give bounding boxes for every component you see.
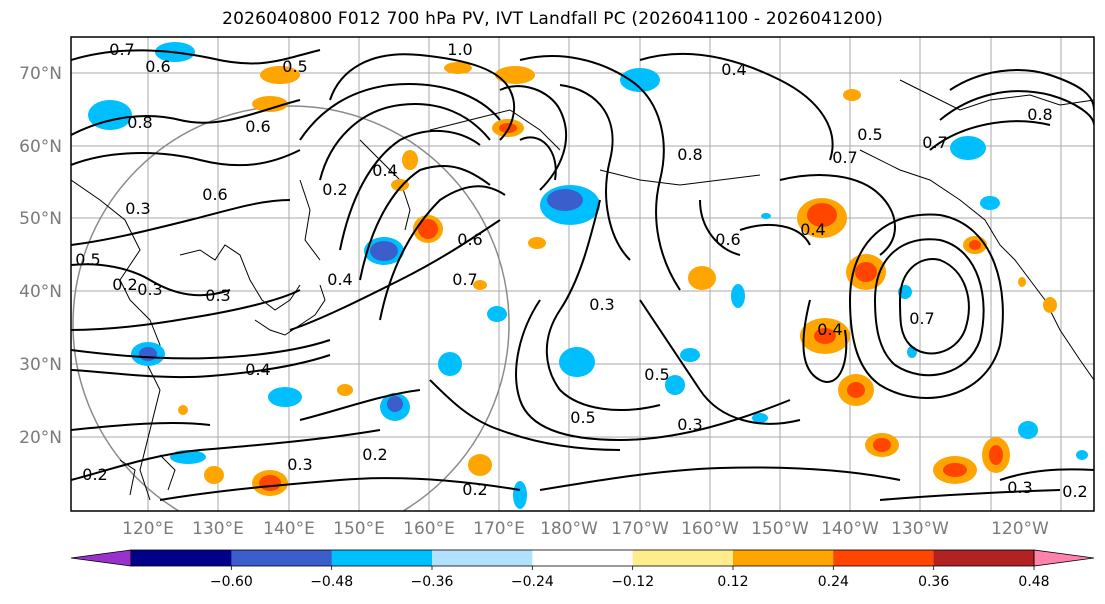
colorbar-bin [833,550,935,566]
chart-title: 2026040800 F012 700 hPa PV, IVT Landfall… [222,9,883,29]
colorbar [70,549,1095,567]
contour-label: 0.2 [82,465,107,484]
contour-label: 0.3 [205,286,230,305]
contour-label: 0.5 [570,408,595,427]
contour-label: 0.4 [327,270,352,289]
colorbar-bin [432,550,533,566]
contour-label: 0.2 [322,180,347,199]
lat-label: 20°N [19,428,62,448]
lon-label: 130°E [192,519,244,539]
contour-label: 0.6 [715,230,740,249]
lat-axis: 70°N 60°N 50°N 40°N 30°N 20°N [19,64,62,448]
contour-label: 0.3 [125,199,150,218]
colorbar-tick-label: −0.24 [511,574,554,590]
contour-label: 0.7 [832,148,857,167]
lon-label: 170°W [611,519,669,539]
colorbar-tick-label: −0.12 [611,574,654,590]
lat-label: 60°N [19,137,62,157]
contour-label: 0.4 [372,161,397,180]
contour-label: 0.4 [817,320,842,339]
contour-label: 0.2 [112,275,137,294]
pv-contours [71,49,1094,501]
contour-label: 0.3 [677,415,702,434]
colorbar-bin [231,550,333,566]
lon-label: 120°E [122,519,174,539]
colorbar-tick-label: 0.12 [717,574,748,590]
contour-label: 0.4 [721,60,746,79]
contour-label: 0.6 [245,117,270,136]
contour-label: 0.6 [457,230,482,249]
lon-label: 130°W [891,519,949,539]
contour-label: 0.3 [589,295,614,314]
contour-label: 0.3 [137,280,162,299]
contour-label: 0.5 [644,365,669,384]
contour-label: 0.3 [1007,478,1032,497]
contour-label: 0.2 [1062,482,1087,501]
colorbar-tick-label: 0.48 [1018,574,1049,590]
contour-label: 0.8 [677,145,702,164]
contour-label: 0.6 [145,57,170,76]
contour-label: 0.7 [909,309,934,328]
colorbar-tick-label: −0.60 [210,574,253,590]
colorbar-tick-label: 0.36 [918,574,949,590]
map-area: 0.70.60.81.00.40.50.60.30.50.2 0.30.60.40… [71,37,1094,511]
colorbar-bin [933,550,1035,566]
contour-label: 1.0 [447,40,472,59]
pv-anomaly-shading [88,42,1088,509]
lat-label: 50°N [19,209,62,229]
colorbar-bin [331,550,433,566]
gridlines [71,37,1094,511]
colorbar-tick-label: −0.48 [310,574,353,590]
contour-label: 0.2 [362,445,387,464]
contour-label: 0.7 [452,270,477,289]
lon-label: 120°W [991,519,1049,539]
colorbar-bin [131,550,232,566]
lon-label: 150°W [751,519,809,539]
lat-label: 70°N [19,64,62,84]
contour-label: 0.4 [245,360,270,379]
contour-label: 0.5 [857,125,882,144]
contour-label: 0.5 [75,250,100,269]
lon-label: 180°W [540,519,598,539]
colorbar-tick-label: 0.24 [818,574,849,590]
lat-label: 30°N [19,355,62,375]
lon-label: 150°E [333,519,385,539]
contour-label: 0.3 [287,455,312,474]
contour-label: 0.6 [202,185,227,204]
contour-label: 0.7 [922,133,947,152]
lon-label: 170°E [473,519,525,539]
lon-axis: 120°E 130°E 140°E 150°E 160°E 170°E 180°… [122,519,1049,539]
map-frame [70,36,1095,512]
lon-label: 160°E [403,519,455,539]
colorbar-ticks: −0.60 −0.48 −0.36 −0.24 −0.12 0.12 0.24 0.36 0.4… [210,566,1050,590]
colorbar-tick-label: −0.36 [411,574,454,590]
negative-anomaly [88,42,1088,509]
colorbar-frame [130,549,1035,567]
positive-anomaly [178,62,1057,496]
coastlines [71,79,1094,501]
contour-label: 0.2 [462,480,487,499]
colorbar-extend-max [1033,549,1095,567]
lon-label: 160°W [681,519,739,539]
range-circle [72,105,510,511]
contour-label: 0.5 [282,57,307,76]
lon-label: 140°W [821,519,879,539]
contour-label: 0.4 [800,220,825,239]
colorbar-bin [532,550,634,566]
lat-label: 40°N [19,282,62,302]
colorbar-extend-min [70,549,132,567]
contour-label: 0.8 [127,113,152,132]
contour-labels: 0.70.60.81.00.40.50.60.30.50.2 0.30.60.40… [75,40,1087,501]
contour-label: 0.7 [109,40,134,59]
lon-label: 140°E [263,519,315,539]
colorbar-bin [632,550,734,566]
contour-label: 0.8 [1027,105,1052,124]
colorbar-bin [733,550,834,566]
